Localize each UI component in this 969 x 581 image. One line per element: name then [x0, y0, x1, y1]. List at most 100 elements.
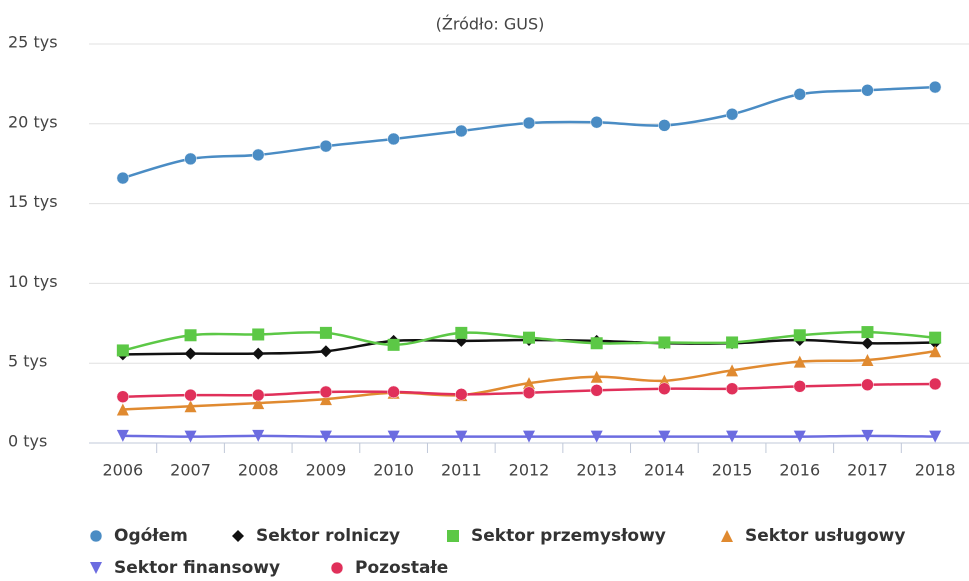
marker — [184, 152, 197, 166]
marker — [184, 347, 197, 360]
marker — [319, 345, 332, 358]
marker — [590, 115, 603, 129]
marker — [861, 84, 874, 97]
marker — [319, 139, 333, 153]
marker — [90, 562, 102, 574]
marker — [455, 124, 468, 138]
marker — [184, 430, 197, 443]
marker — [523, 331, 535, 344]
y-tick-label: 0 tys — [8, 432, 47, 451]
marker — [387, 132, 400, 146]
legend-label: Ogółem — [114, 526, 188, 546]
marker — [929, 345, 942, 358]
marker — [319, 430, 332, 443]
legend-label: Sektor przemysłowy — [471, 526, 666, 546]
marker — [522, 386, 536, 399]
marker — [658, 119, 671, 132]
series-line — [122, 85, 936, 180]
marker — [330, 561, 344, 575]
x-tick-label: 2015 — [712, 461, 753, 480]
x-tick-label: 2014 — [644, 461, 685, 480]
marker — [721, 530, 733, 542]
marker — [116, 429, 129, 442]
y-tick-label: 25 tys — [8, 33, 58, 52]
marker — [252, 397, 265, 410]
legend-label: Sektor finansowy — [114, 558, 280, 578]
marker — [89, 529, 103, 543]
x-tick-label: 2013 — [576, 461, 617, 480]
marker — [590, 370, 603, 383]
y-tick-label: 5 tys — [8, 352, 47, 371]
marker — [725, 382, 739, 395]
marker — [251, 388, 265, 402]
marker — [590, 337, 603, 350]
marker — [861, 378, 874, 391]
marker — [793, 380, 807, 393]
x-tick-label: 2018 — [915, 461, 956, 480]
x-tick-label: 2010 — [373, 461, 414, 480]
marker — [387, 430, 400, 443]
marker — [184, 329, 197, 342]
x-tick-label: 2008 — [238, 461, 279, 480]
chart-subtitle: (Źródło: GUS) — [436, 15, 545, 34]
x-tick-label: 2016 — [779, 461, 820, 480]
marker — [184, 388, 197, 402]
marker — [523, 430, 535, 443]
marker — [726, 430, 739, 443]
marker — [793, 88, 807, 101]
marker — [116, 171, 130, 185]
marker — [455, 388, 468, 401]
marker — [658, 430, 671, 443]
x-tick-label: 2012 — [509, 461, 550, 480]
marker — [455, 326, 468, 339]
marker — [590, 430, 603, 443]
marker — [658, 336, 671, 349]
y-tick-label: 10 tys — [8, 272, 58, 291]
marker — [387, 338, 400, 351]
marker — [590, 384, 603, 397]
marker — [319, 326, 332, 339]
marker — [319, 385, 333, 399]
marker — [929, 331, 942, 344]
x-tick-label: 2017 — [847, 461, 888, 480]
marker — [252, 429, 265, 442]
marker — [319, 393, 332, 406]
marker — [116, 403, 129, 416]
marker — [522, 116, 536, 130]
marker — [793, 430, 806, 443]
x-tick-label: 2006 — [102, 461, 143, 480]
marker — [726, 364, 739, 377]
marker — [658, 382, 671, 395]
marker — [184, 400, 197, 413]
marker — [861, 429, 874, 442]
marker — [861, 326, 874, 339]
marker — [793, 355, 806, 368]
marker — [929, 430, 942, 443]
x-tick-label: 2011 — [441, 461, 482, 480]
marker — [447, 530, 459, 542]
marker — [252, 347, 265, 360]
marker — [523, 377, 535, 390]
marker — [928, 80, 942, 94]
legend-label: Pozostałe — [355, 558, 448, 578]
marker — [725, 107, 739, 121]
marker — [928, 377, 942, 391]
legend-label: Sektor usługowy — [745, 526, 905, 546]
y-tick-label: 20 tys — [8, 112, 58, 131]
marker — [861, 354, 874, 367]
marker — [232, 530, 244, 542]
legend-label: Sektor rolniczy — [256, 526, 400, 546]
marker — [116, 344, 129, 357]
marker — [726, 336, 739, 349]
marker — [387, 385, 400, 399]
x-tick-label: 2009 — [306, 461, 347, 480]
marker — [455, 430, 468, 443]
marker — [252, 328, 265, 341]
marker — [793, 329, 806, 342]
x-tick-label: 2007 — [170, 461, 211, 480]
marker — [861, 337, 874, 350]
y-tick-label: 15 tys — [8, 192, 58, 211]
marker — [251, 148, 265, 162]
marker — [116, 390, 130, 403]
